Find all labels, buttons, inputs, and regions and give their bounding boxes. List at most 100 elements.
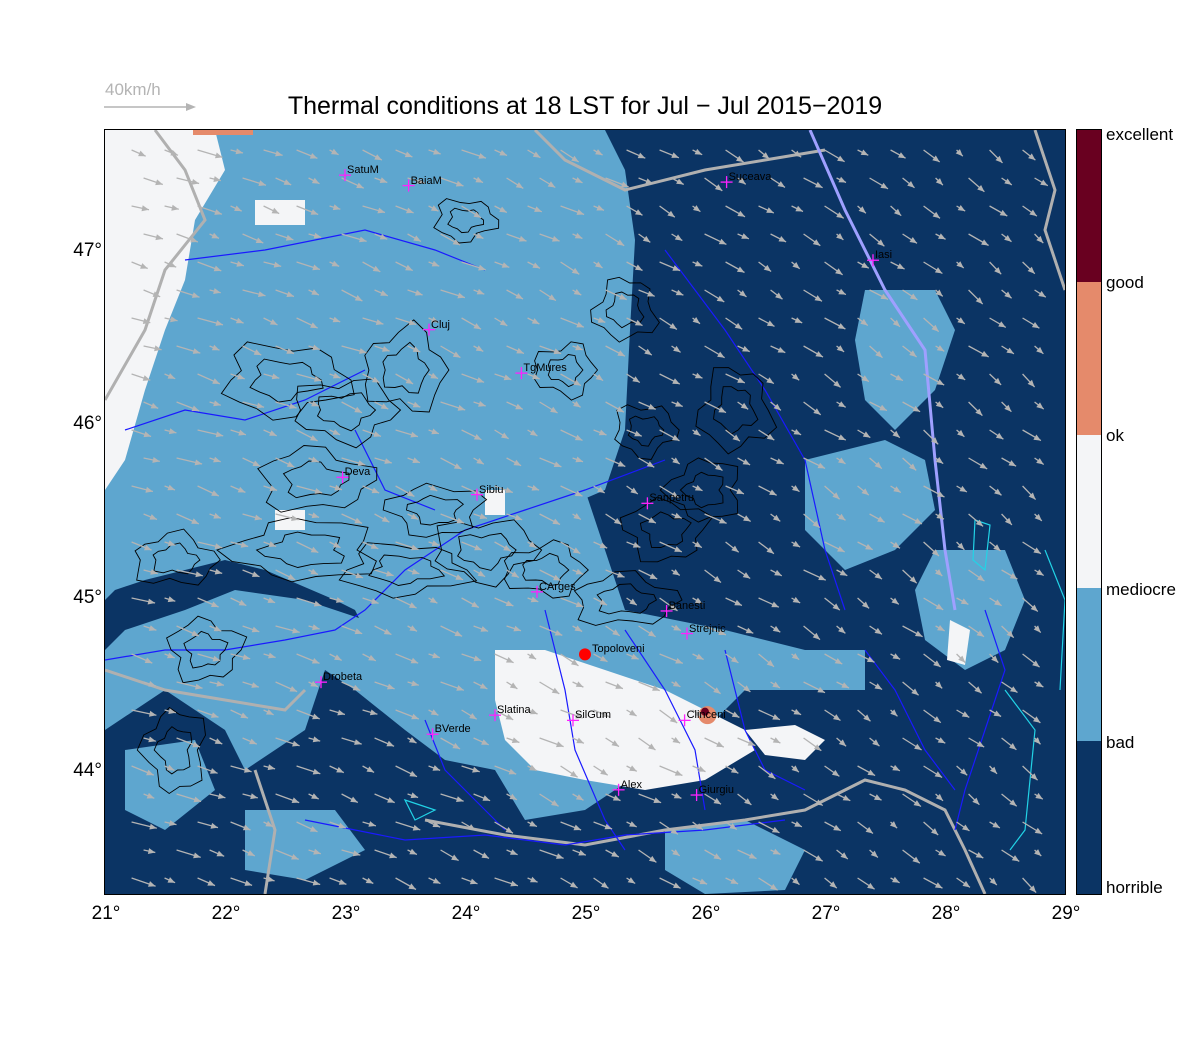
lon-tick-23: 23° xyxy=(331,903,361,924)
wind-arrowhead-146 xyxy=(152,291,161,297)
wind-arrowhead-772 xyxy=(699,878,708,885)
wind-arrowhead-35 xyxy=(311,177,320,184)
wind-arrowhead-664 xyxy=(960,768,968,776)
wind-arrowhead-14 xyxy=(571,155,579,162)
wind-arrowhead-663 xyxy=(934,771,943,778)
wind-arrowhead-27 xyxy=(995,155,1003,163)
wind-arrowhead-469 xyxy=(267,597,276,603)
lake-coast-2 xyxy=(1004,689,1036,851)
wind-arrowhead-654 xyxy=(629,765,637,772)
wind-arrowhead-163 xyxy=(716,295,725,302)
wind-arrowhead-695 xyxy=(1035,792,1043,800)
wind-arrowhead-294 xyxy=(238,429,246,436)
wind-arrowhead-741 xyxy=(648,855,657,863)
wind-arrowhead-748 xyxy=(870,850,878,858)
wind-arrowhead-693 xyxy=(972,797,980,805)
wind-arrowhead-164 xyxy=(739,290,747,297)
wind-arrowhead-258 xyxy=(957,373,966,380)
wind-arrowhead-248 xyxy=(632,376,640,383)
site-label-topoloveni: Topoloveni xyxy=(592,643,645,656)
wind-arrowhead-99 xyxy=(518,235,527,242)
city-marker-bverde xyxy=(426,728,439,741)
terrain-contour-6-1 xyxy=(216,516,377,583)
wind-arrowhead-140 xyxy=(897,263,905,270)
wind-arrowhead-350 xyxy=(167,484,175,491)
wind-arrowhead-707 xyxy=(468,824,476,831)
wind-arrowhead-626 xyxy=(672,737,681,744)
wind-arrowhead-524 xyxy=(167,652,175,659)
wind-arrowhead-735 xyxy=(451,854,459,861)
wind-arrowhead-395 xyxy=(719,517,727,524)
wind-arrowhead-246 xyxy=(573,379,581,386)
wind-arrowhead-558 xyxy=(352,684,361,691)
wind-arrowhead-738 xyxy=(556,853,564,859)
wind-arrowhead-612 xyxy=(214,738,223,744)
lake-coast-4 xyxy=(403,798,437,821)
wind-arrowhead-571 xyxy=(772,681,780,688)
legend-swatch-bad xyxy=(1077,588,1101,741)
wind-arrowhead-608 xyxy=(1033,716,1041,723)
wind-arrowhead-207 xyxy=(253,349,262,356)
terrain-contour-5-1 xyxy=(382,482,488,538)
wind-arrowhead-384 xyxy=(354,517,362,524)
wind-arrowhead-162 xyxy=(675,289,684,296)
wind-arrowhead-343 xyxy=(909,463,917,471)
terrain-contour-17-2 xyxy=(183,630,229,669)
wind-arrowhead-602 xyxy=(833,714,841,721)
wind-arrowhead-582 xyxy=(168,708,176,714)
city-marker-drobeta xyxy=(315,676,327,689)
wind-arrowhead-307 xyxy=(672,434,680,441)
wind-arrowhead-277 xyxy=(648,403,656,410)
wind-arrowhead-41 xyxy=(515,182,524,189)
wind-arrowhead-659 xyxy=(791,765,799,773)
lat-tick-45: 45° xyxy=(73,586,102,608)
wind-arrowhead-371 xyxy=(861,488,869,496)
wind-arrowhead-110 xyxy=(877,239,885,247)
wind-arrowhead-68 xyxy=(430,205,439,212)
wind-arrowhead-56 xyxy=(1004,178,1012,185)
wind-arrowhead-424 xyxy=(694,541,702,548)
wind-arrowhead-572 xyxy=(817,686,825,693)
river-6 xyxy=(864,649,956,791)
wind-arrowhead-346 xyxy=(1008,460,1017,467)
wind-arrowhead-61 xyxy=(214,209,222,215)
wind-arrowhead-520 xyxy=(1006,630,1014,638)
wind-arrowhead-421 xyxy=(599,542,608,549)
wind-arrowhead-598 xyxy=(695,710,703,717)
wind-arrowhead-689 xyxy=(842,795,851,801)
wind-arrowhead-218 xyxy=(617,350,625,357)
site-marker-topoloveni xyxy=(579,648,591,661)
wind-arrowhead-180 xyxy=(310,322,318,329)
wind-arrowhead-276 xyxy=(616,406,624,413)
wind-arrowhead-606 xyxy=(961,711,970,718)
wind-arrowhead-414 xyxy=(370,543,379,549)
city-label-baiam: BaiaM xyxy=(410,174,442,187)
wind-arrowhead-534 xyxy=(506,657,514,663)
wind-arrowhead-672 xyxy=(291,797,300,803)
wind-arrowhead-103 xyxy=(642,235,651,243)
wind-arrowhead-370 xyxy=(832,492,840,500)
wind-arrowhead-501 xyxy=(383,628,392,635)
wind-arrowhead-581 xyxy=(149,710,157,717)
wind-arrowhead-176 xyxy=(170,316,178,323)
wind-arrowhead-506 xyxy=(554,630,563,636)
wind-arrowhead-239 xyxy=(332,372,341,379)
wind-arrowhead-676 xyxy=(410,792,419,799)
wind-arrowhead-245 xyxy=(532,373,540,380)
wind-arrowhead-662 xyxy=(892,764,900,771)
wind-arrowhead-446 xyxy=(477,570,486,577)
wind-arrowhead-83 xyxy=(932,211,940,219)
wind-arrowhead-498 xyxy=(292,627,300,634)
wind-arrowhead-583 xyxy=(210,712,219,718)
wind-arrowhead-217 xyxy=(575,344,583,351)
wind-arrowhead-80 xyxy=(836,212,844,219)
city-marker-clinceni xyxy=(678,714,691,727)
city-marker-giurgiu xyxy=(690,789,703,802)
wind-arrowhead-641 xyxy=(210,768,218,774)
wind-arrowhead-636 xyxy=(1009,743,1017,750)
wind-arrowhead-321 xyxy=(194,459,203,466)
wind-arrowhead-309 xyxy=(732,434,740,442)
lon-tick-28: 28° xyxy=(931,903,961,924)
wind-arrowhead-563 xyxy=(509,682,518,689)
wind-arrowhead-198 xyxy=(892,319,900,327)
